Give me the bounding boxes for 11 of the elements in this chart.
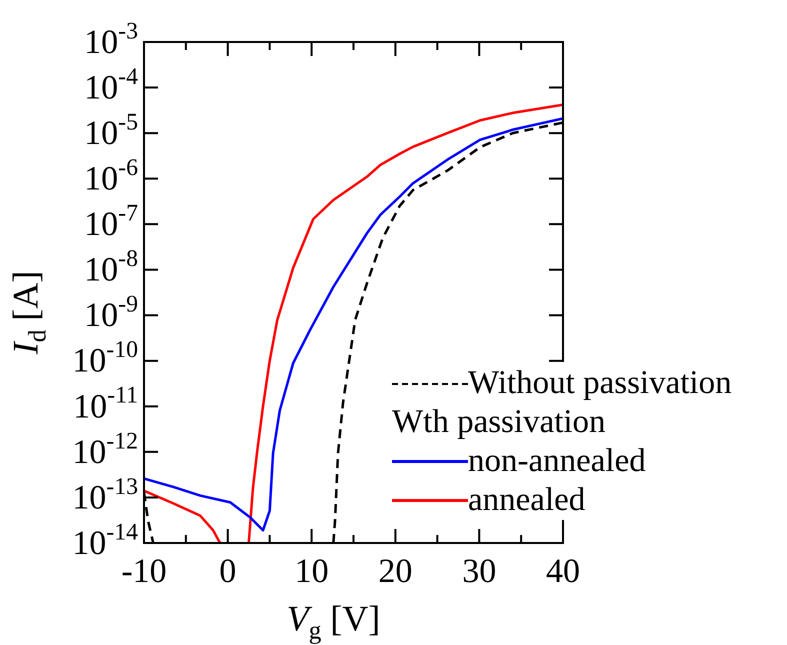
x-tick-label: 10 [294,552,329,590]
x-tick-label: 0 [219,552,236,590]
x-tick-label: 30 [462,552,496,590]
x-tick-label: -10 [121,552,167,590]
y-axis-title: Id [A] [5,270,52,356]
x-tick-label: 40 [546,552,580,590]
legend-label: non-annealed [468,442,646,481]
legend-label: Without passivation [468,364,732,403]
x-tick-label: 20 [378,552,412,590]
legend-title: Wth passivation [392,403,607,442]
legend-label: annealed [468,481,586,520]
